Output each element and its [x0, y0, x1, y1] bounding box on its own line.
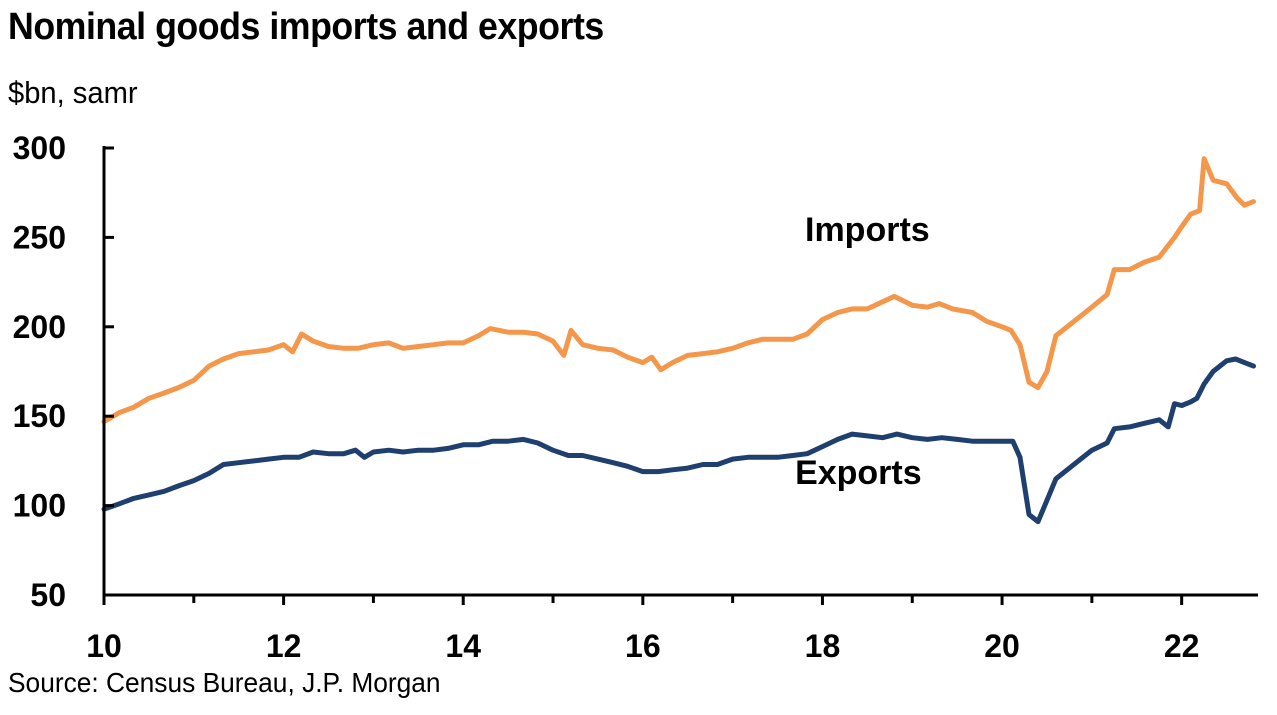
- y-tick-label: 100: [13, 488, 66, 524]
- x-tick-label: 22: [1164, 628, 1200, 664]
- axes: [102, 146, 1258, 605]
- x-tick-label: 18: [805, 628, 841, 664]
- y-tick-label: 300: [13, 130, 66, 166]
- source-note: Source: Census Bureau, J.P. Morgan: [8, 667, 441, 698]
- chart-title: Nominal goods imports and exports: [8, 6, 604, 48]
- y-tick-label: 250: [13, 219, 66, 255]
- imports-series-label: Imports: [805, 211, 930, 249]
- series-layer: [101, 156, 1256, 525]
- axis-labels: 50 100 150 200 250 300 10 12 14 16 18 20 22: [13, 130, 1200, 664]
- x-tick-label: 10: [86, 628, 122, 664]
- x-tick-label: 14: [445, 628, 481, 664]
- y-tick-label: 200: [13, 309, 66, 345]
- y-tick-label: 150: [13, 398, 66, 434]
- exports-series-line: [101, 356, 1256, 525]
- series-annotations: Imports Exports: [795, 211, 930, 492]
- imports-series-line: [101, 156, 1256, 425]
- exports-series-label: Exports: [795, 454, 922, 492]
- x-tick-label: 20: [984, 628, 1020, 664]
- y-axis-unit-label: $bn, samr: [8, 75, 138, 110]
- y-tick-label: 50: [30, 577, 66, 613]
- x-tick-label: 12: [266, 628, 302, 664]
- x-tick-label: 16: [625, 628, 661, 664]
